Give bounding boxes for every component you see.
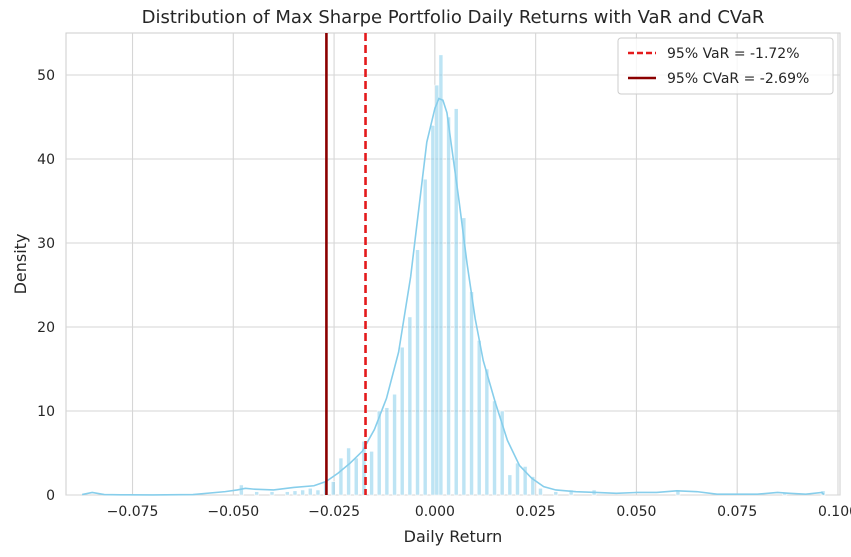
histogram-bar bbox=[522, 466, 528, 496]
histogram-bars bbox=[239, 54, 826, 496]
histogram-bar bbox=[415, 249, 420, 496]
histogram-bar bbox=[422, 178, 428, 496]
legend: 95% VaR = -1.72% 95% CVaR = -2.69% bbox=[617, 37, 834, 95]
histogram-bar bbox=[446, 116, 451, 496]
histogram-bar bbox=[675, 489, 681, 496]
x-tick-label: 0.000 bbox=[415, 504, 455, 520]
y-tick-label: 50 bbox=[37, 68, 55, 84]
x-tick-label: −0.050 bbox=[207, 504, 259, 520]
histogram-bar bbox=[338, 457, 344, 496]
histogram-bar bbox=[269, 491, 275, 496]
histogram-bar bbox=[434, 84, 440, 496]
y-tick-label: 0 bbox=[46, 488, 55, 504]
histogram-bar bbox=[407, 316, 413, 496]
y-tick-label: 10 bbox=[37, 404, 55, 420]
histogram-bar bbox=[346, 447, 351, 496]
y-axis-label: Density bbox=[11, 234, 30, 295]
y-tick-label: 40 bbox=[37, 152, 55, 168]
histogram-bar bbox=[476, 340, 482, 496]
histogram-bar bbox=[353, 457, 359, 496]
y-tick-label: 20 bbox=[37, 320, 55, 336]
histogram-bar bbox=[399, 346, 405, 496]
histogram-bar bbox=[307, 487, 313, 496]
histogram-bar bbox=[507, 474, 513, 496]
histogram-bar bbox=[330, 481, 336, 496]
histogram-bar bbox=[461, 217, 467, 496]
x-tick-label: 0.075 bbox=[717, 504, 757, 520]
histogram-bar bbox=[453, 108, 459, 496]
plot-area bbox=[65, 32, 841, 496]
histogram-bar bbox=[484, 368, 490, 496]
histogram-bar bbox=[499, 410, 505, 496]
histogram-bar bbox=[538, 487, 543, 496]
histogram-bar bbox=[492, 400, 497, 496]
legend-box bbox=[617, 37, 834, 95]
reference-lines bbox=[325, 33, 367, 495]
histogram-bar bbox=[284, 491, 290, 496]
x-axis-label: Daily Return bbox=[404, 527, 503, 546]
x-tick-label: 0.050 bbox=[616, 504, 656, 520]
histogram-bar bbox=[438, 54, 444, 496]
histogram-bar bbox=[568, 489, 574, 496]
legend-cvar-label: 95% CVaR = -2.69% bbox=[667, 71, 809, 87]
histogram-bar bbox=[315, 489, 321, 496]
histogram-bar bbox=[300, 489, 305, 496]
histogram-bar bbox=[530, 476, 536, 496]
histogram-bar bbox=[292, 490, 298, 496]
y-tick-labels: 0 10 20 30 40 50 bbox=[37, 68, 55, 504]
chart-title: Distribution of Max Sharpe Portfolio Dai… bbox=[142, 7, 765, 28]
histogram-bar bbox=[254, 491, 259, 496]
kde-curve bbox=[81, 97, 825, 496]
x-tick-label: −0.025 bbox=[308, 504, 360, 520]
histogram-bar bbox=[553, 491, 559, 496]
histogram-bar bbox=[392, 393, 397, 496]
histogram-bar bbox=[369, 451, 374, 496]
histogram-bar bbox=[430, 125, 436, 496]
histogram-bar bbox=[376, 410, 382, 496]
x-tick-label: 0.100 bbox=[818, 504, 851, 520]
x-tick-label: 0.025 bbox=[516, 504, 556, 520]
histogram-bar bbox=[469, 291, 474, 496]
y-tick-label: 30 bbox=[37, 236, 55, 252]
histogram-bar bbox=[384, 407, 390, 496]
x-tick-labels: −0.075 −0.050 −0.025 0.000 0.025 0.050 0.075 0.… bbox=[107, 504, 851, 520]
x-tick-label: −0.075 bbox=[107, 504, 159, 520]
legend-var-label: 95% VaR = -1.72% bbox=[667, 46, 800, 62]
histogram-bar bbox=[515, 462, 520, 496]
